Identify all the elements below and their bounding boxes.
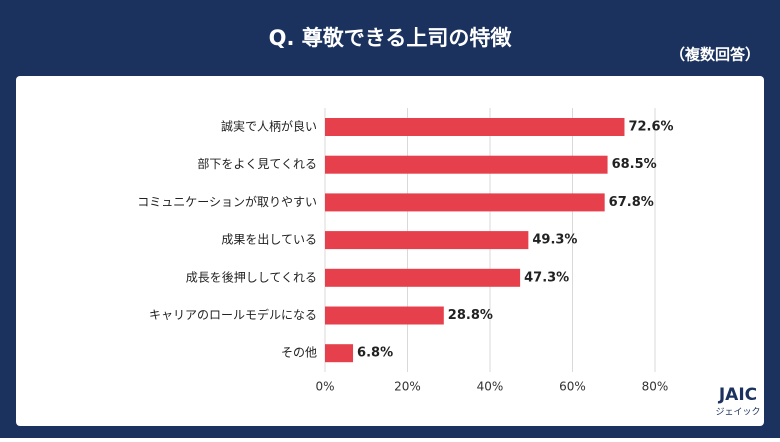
bar [325,118,625,136]
value-label: 49.3% [532,233,577,248]
value-label: 6.8% [357,346,393,361]
y-tick-label: 誠実で人柄が良い [221,119,317,134]
bar [325,231,529,250]
x-tick-label: 80% [642,380,669,394]
bar [325,193,605,212]
y-tick-label: 成果を出している [221,233,317,247]
chart-title: Q. 尊敬できる上司の特徴 [269,26,513,50]
y-tick-label: その他 [281,346,317,360]
bar [325,155,608,174]
logo-name: JAIC [718,385,757,405]
y-tick-label: 部下をよく見てくれる [197,156,317,171]
chart-subtitle: （複数回答） [670,46,760,64]
logo-reading: ジェイック [715,407,760,418]
value-label: 72.6% [628,120,673,135]
value-label: 68.5% [612,157,657,172]
y-tick-label: 成長を後押ししてくれる [186,270,317,284]
value-label: 67.8% [609,195,654,210]
x-tick-label: 40% [477,380,504,394]
value-label: 47.3% [524,270,569,285]
bar [325,268,521,287]
plot: 0% 20% 40% 60% 80% 誠実で人柄が良い 72.6% 部下をよく見てくれる 68.… [137,108,674,394]
bar [325,306,444,325]
y-tick-label: キャリアのロールモデルになる [149,307,317,322]
x-tick-label: 60% [559,380,586,394]
x-tick-label: 20% [394,380,421,394]
y-tick-label: コミュニケーションが取りやすい [137,194,317,209]
x-tick-label: 0% [315,380,334,394]
bar [325,344,354,363]
value-label: 28.8% [448,308,493,323]
